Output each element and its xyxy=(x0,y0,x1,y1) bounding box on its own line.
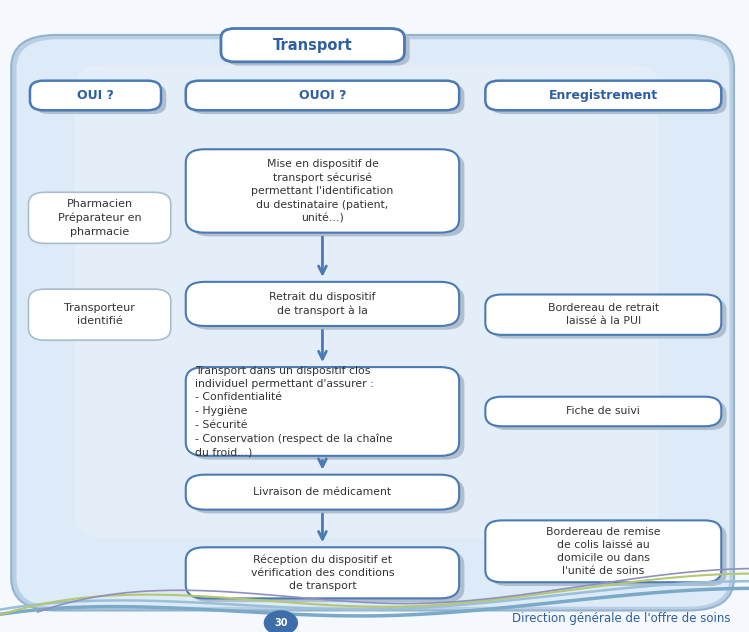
FancyBboxPatch shape xyxy=(191,85,464,114)
FancyBboxPatch shape xyxy=(491,298,727,339)
FancyBboxPatch shape xyxy=(186,547,459,599)
Text: Mise en dispositif de
transport sécurisé
permettant l'identification
du destinat: Mise en dispositif de transport sécurisé… xyxy=(252,159,393,223)
FancyBboxPatch shape xyxy=(485,295,721,335)
Text: Direction générale de l'offre de soins: Direction générale de l'offre de soins xyxy=(512,612,730,625)
Text: OUOI ?: OUOI ? xyxy=(299,89,346,102)
FancyBboxPatch shape xyxy=(491,401,727,430)
FancyBboxPatch shape xyxy=(221,28,404,62)
Text: Transporteur
identifié: Transporteur identifié xyxy=(64,303,135,327)
FancyBboxPatch shape xyxy=(485,397,721,426)
Text: Livraison de médicament: Livraison de médicament xyxy=(253,487,392,497)
FancyBboxPatch shape xyxy=(186,81,459,110)
FancyBboxPatch shape xyxy=(191,153,464,236)
Circle shape xyxy=(264,611,297,632)
FancyBboxPatch shape xyxy=(191,478,464,513)
Text: Transport: Transport xyxy=(273,38,353,52)
Text: Retrait du dispositif
de transport à la: Retrait du dispositif de transport à la xyxy=(269,292,376,316)
Text: OUI ?: OUI ? xyxy=(77,89,114,102)
Text: Transport dans un dispositif clos
individuel permettant d'assurer :
- Confidenti: Transport dans un dispositif clos indivi… xyxy=(195,366,392,458)
Text: Enregistrement: Enregistrement xyxy=(549,89,658,102)
FancyBboxPatch shape xyxy=(191,286,464,330)
FancyBboxPatch shape xyxy=(16,39,730,607)
FancyBboxPatch shape xyxy=(186,367,459,456)
FancyBboxPatch shape xyxy=(191,371,464,459)
FancyBboxPatch shape xyxy=(75,64,659,538)
FancyBboxPatch shape xyxy=(485,81,721,110)
FancyBboxPatch shape xyxy=(35,85,166,114)
Text: Réception du dispositif et
vérification des conditions
de transport: Réception du dispositif et vérification … xyxy=(251,554,394,592)
FancyBboxPatch shape xyxy=(491,524,727,586)
FancyBboxPatch shape xyxy=(485,520,721,582)
FancyBboxPatch shape xyxy=(28,192,171,243)
Text: Bordereau de retrait
laissé à la PUI: Bordereau de retrait laissé à la PUI xyxy=(548,303,659,326)
Text: Pharmacien
Préparateur en
pharmacie: Pharmacien Préparateur en pharmacie xyxy=(58,199,142,237)
FancyBboxPatch shape xyxy=(11,35,734,611)
FancyBboxPatch shape xyxy=(186,149,459,233)
Text: Bordereau de remise
de colis laissé au
domicile ou dans
l'unité de soins: Bordereau de remise de colis laissé au d… xyxy=(546,526,661,576)
Text: 30: 30 xyxy=(274,618,288,628)
FancyBboxPatch shape xyxy=(491,85,727,114)
FancyBboxPatch shape xyxy=(226,32,410,66)
Text: Fiche de suivi: Fiche de suivi xyxy=(566,406,640,416)
FancyBboxPatch shape xyxy=(30,81,161,110)
FancyBboxPatch shape xyxy=(191,551,464,602)
FancyBboxPatch shape xyxy=(186,475,459,509)
FancyBboxPatch shape xyxy=(28,289,171,340)
FancyBboxPatch shape xyxy=(186,282,459,326)
